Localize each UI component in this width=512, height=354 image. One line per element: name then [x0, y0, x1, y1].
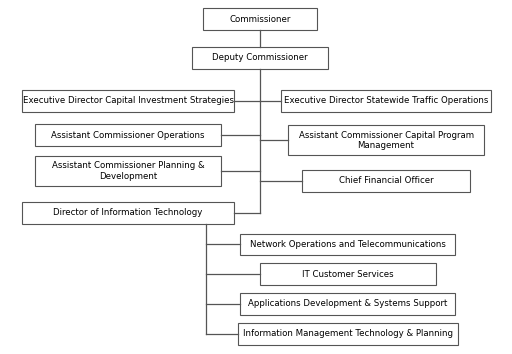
Text: Executive Director Statewide Traffic Operations: Executive Director Statewide Traffic Ope…: [284, 96, 488, 105]
Text: Deputy Commissioner: Deputy Commissioner: [212, 53, 308, 62]
FancyBboxPatch shape: [281, 90, 491, 112]
Text: Commissioner: Commissioner: [229, 15, 291, 24]
FancyBboxPatch shape: [22, 202, 234, 224]
FancyBboxPatch shape: [35, 156, 221, 186]
FancyBboxPatch shape: [260, 263, 436, 285]
FancyBboxPatch shape: [35, 124, 221, 146]
FancyBboxPatch shape: [288, 125, 484, 155]
FancyBboxPatch shape: [241, 234, 455, 255]
FancyBboxPatch shape: [303, 170, 470, 192]
FancyBboxPatch shape: [203, 8, 317, 30]
FancyBboxPatch shape: [238, 323, 458, 345]
Text: Director of Information Technology: Director of Information Technology: [53, 208, 203, 217]
Text: Applications Development & Systems Support: Applications Development & Systems Suppo…: [248, 299, 447, 308]
Text: Assistant Commissioner Capital Program
Management: Assistant Commissioner Capital Program M…: [298, 131, 474, 150]
FancyBboxPatch shape: [241, 293, 455, 315]
Text: Executive Director Capital Investment Strategies: Executive Director Capital Investment St…: [23, 96, 233, 105]
FancyBboxPatch shape: [192, 47, 328, 69]
FancyBboxPatch shape: [22, 90, 234, 112]
Text: Network Operations and Telecommunications: Network Operations and Telecommunication…: [250, 240, 446, 249]
Text: IT Customer Services: IT Customer Services: [302, 270, 394, 279]
Text: Assistant Commissioner Operations: Assistant Commissioner Operations: [51, 131, 205, 140]
Text: Assistant Commissioner Planning &
Development: Assistant Commissioner Planning & Develo…: [52, 161, 204, 181]
Text: Chief Financial Officer: Chief Financial Officer: [339, 176, 433, 185]
Text: Information Management Technology & Planning: Information Management Technology & Plan…: [243, 329, 453, 338]
